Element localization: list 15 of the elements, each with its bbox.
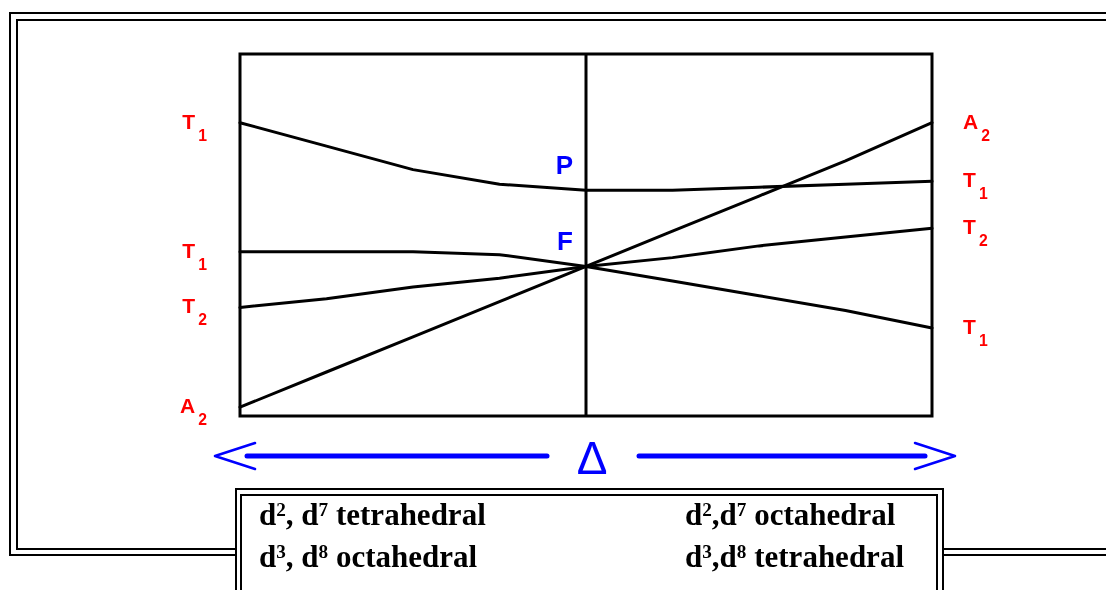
text: d$^{3}$, d$^{8}$ octahedral: [259, 539, 478, 574]
x-axis-title: Δ: [576, 432, 608, 484]
text: d$^{2}$,d$^{7}$ octahedral: [685, 497, 896, 532]
text: T$_{1}$: [182, 238, 207, 273]
text: T$_{2}$: [182, 294, 207, 329]
series-label: T$_{1}$: [963, 315, 988, 349]
text: d$^{3}$,d$^{8}$ tetrahedral: [685, 539, 905, 574]
series-label: T$_{2}$: [963, 215, 988, 249]
annotation: F: [557, 226, 573, 257]
series-label: A$_{2}$: [963, 109, 991, 144]
series-label: T$_{1}$: [963, 168, 988, 202]
text: d$^{2}$, d$^{7}$ tetrahedral: [259, 497, 487, 532]
text: T$_{1}$: [182, 109, 207, 144]
text: A$_{2}$: [179, 394, 207, 428]
annotation: P: [555, 150, 573, 181]
